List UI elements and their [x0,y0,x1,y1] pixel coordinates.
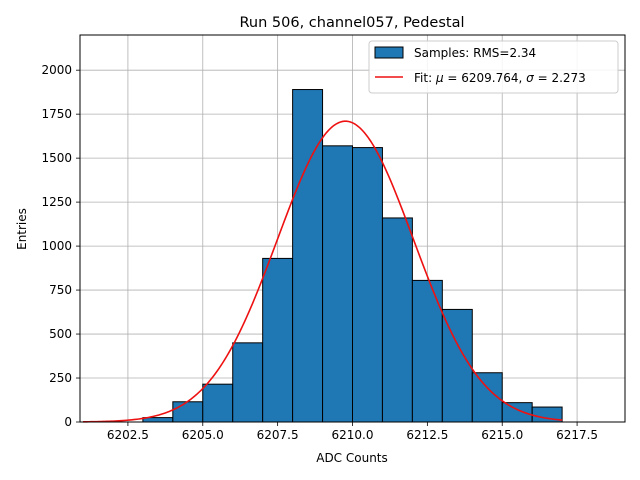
y-tick-label: 750 [49,283,72,297]
y-tick-label: 1000 [41,239,72,253]
legend-box [368,40,619,94]
x-tick-label: 6202.5 [107,428,149,442]
x-tick-label: 6215.0 [481,428,523,442]
fit-mu-symbol: μ [435,71,444,85]
y-tick-label: 1250 [41,195,72,209]
fit-label-prefix: Fit: [414,71,436,85]
y-axis-ticks: 0 250 500 750 1000 1250 1500 1750 2000 [41,63,80,429]
legend-swatch-samples [374,46,404,59]
legend-label-fit: Fit: μ = 6209.764, σ = 2.273 [414,71,586,85]
fit-mu-value: = 6209.764, [444,71,527,85]
x-tick-label: 6210.0 [332,428,374,442]
histogram-bar [262,257,294,423]
legend-label-samples: Samples: RMS=2.34 [414,46,536,60]
y-tick-label: 1500 [41,151,72,165]
histogram-bar [441,308,473,423]
histogram-bar [322,145,353,423]
fit-sigma-value: = 2.273 [534,71,586,85]
y-tick-label: 2000 [41,63,72,77]
y-tick-label: 500 [49,327,72,341]
chart-title: Run 506, channel057, Pedestal [239,15,464,31]
fit-curve [82,120,563,423]
y-axis-label: Entries [15,208,29,250]
x-tick-label: 6217.5 [556,428,598,442]
x-tick-label: 6212.5 [406,428,448,442]
fit-curve-layer [82,120,563,423]
histogram-bar [352,147,383,423]
histogram-bar [232,342,264,423]
x-tick-label: 6207.5 [257,428,299,442]
y-tick-label: 0 [64,415,72,429]
x-axis-label: ADC Counts [316,451,388,465]
x-axis-ticks: 6202.5 6205.0 6207.5 6210.0 6212.5 6215.0 6217… [107,422,598,442]
histogram-bar [501,402,533,423]
histogram-bar [172,401,204,423]
x-tick-label: 6205.0 [182,428,224,442]
histogram-bar [202,383,234,423]
y-tick-label: 1750 [41,107,72,121]
histogram-bar [292,89,324,423]
legend: Samples: RMS=2.34 Fit: μ = 6209.764, σ =… [368,40,619,94]
fit-sigma-symbol: σ [526,71,534,85]
y-tick-label: 250 [49,371,72,385]
histogram-bar [381,217,413,423]
